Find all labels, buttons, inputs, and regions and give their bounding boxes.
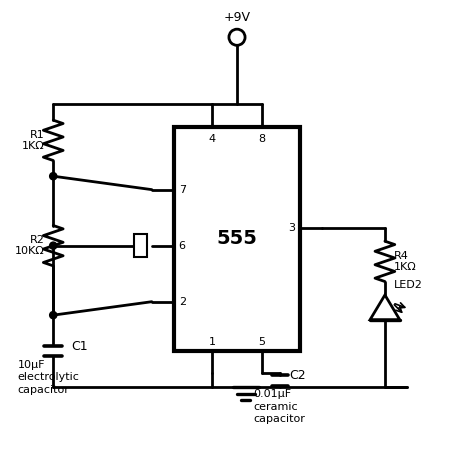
Polygon shape bbox=[370, 295, 400, 320]
Text: 0.01μF
ceramic
capacitor: 0.01μF ceramic capacitor bbox=[253, 389, 305, 424]
Text: 3: 3 bbox=[288, 223, 295, 233]
Text: R2
10KΩ: R2 10KΩ bbox=[15, 235, 44, 257]
Text: C1: C1 bbox=[71, 340, 88, 353]
Text: 1: 1 bbox=[209, 336, 215, 346]
Text: 2: 2 bbox=[179, 297, 186, 307]
Text: R1
1KΩ: R1 1KΩ bbox=[21, 129, 44, 151]
Text: C2: C2 bbox=[289, 369, 306, 382]
Text: +9V: +9V bbox=[224, 11, 250, 24]
Text: 6: 6 bbox=[179, 241, 186, 251]
Text: 4: 4 bbox=[209, 133, 216, 143]
Circle shape bbox=[50, 312, 57, 319]
Circle shape bbox=[50, 242, 57, 249]
Text: 555: 555 bbox=[217, 230, 257, 249]
Text: R4
1KΩ: R4 1KΩ bbox=[394, 251, 417, 272]
Text: 8: 8 bbox=[258, 133, 265, 143]
Text: 5: 5 bbox=[259, 336, 265, 346]
Text: 7: 7 bbox=[179, 184, 186, 195]
Text: 10μF
electrolytic
capacitor: 10μF electrolytic capacitor bbox=[18, 360, 79, 395]
Bar bbox=[174, 127, 300, 351]
Text: LED2: LED2 bbox=[394, 281, 423, 290]
Circle shape bbox=[50, 173, 57, 180]
Bar bbox=[134, 235, 147, 257]
